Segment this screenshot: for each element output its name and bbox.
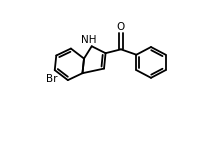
Text: Br: Br <box>46 74 58 84</box>
Text: NH: NH <box>81 35 96 45</box>
Text: O: O <box>117 22 125 32</box>
